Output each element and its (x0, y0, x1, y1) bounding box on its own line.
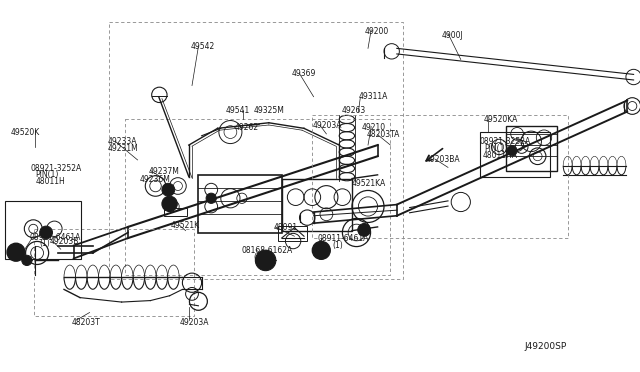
Bar (506, 126, 557, 171)
Text: 49200: 49200 (365, 27, 389, 36)
Circle shape (7, 243, 25, 261)
Text: (2): (2) (253, 253, 264, 262)
Bar (480, 132, 550, 177)
Bar (198, 175, 282, 232)
Text: 49231M: 49231M (108, 144, 138, 153)
Circle shape (507, 145, 517, 156)
Bar (312, 115, 568, 238)
Bar (125, 119, 390, 275)
Text: 49520K: 49520K (10, 128, 40, 137)
Text: 4900J: 4900J (442, 31, 463, 39)
Text: 49541: 49541 (225, 106, 250, 115)
Text: 49521K: 49521K (171, 221, 200, 230)
Text: 08168-6162A: 08168-6162A (242, 246, 293, 255)
Text: 49542: 49542 (191, 42, 215, 51)
Circle shape (162, 196, 177, 212)
Bar (34, 229, 194, 316)
Text: 49236M: 49236M (140, 175, 170, 184)
Text: 08911-6461A: 08911-6461A (29, 232, 81, 241)
Text: 49263: 49263 (342, 106, 366, 115)
Circle shape (358, 224, 371, 236)
Circle shape (22, 255, 32, 266)
Text: 49311A: 49311A (358, 92, 388, 101)
Text: 49203A: 49203A (312, 121, 342, 130)
Text: 49325M: 49325M (254, 106, 285, 115)
Circle shape (206, 193, 216, 203)
Bar (278, 226, 307, 241)
Text: PIN(1): PIN(1) (35, 170, 59, 179)
Text: PIN(1): PIN(1) (484, 144, 508, 153)
Text: 49210: 49210 (362, 123, 386, 132)
Text: 08921-3252A: 08921-3252A (31, 164, 82, 173)
Text: J49200SP: J49200SP (525, 342, 567, 351)
Text: 48091: 48091 (274, 223, 298, 232)
Circle shape (312, 241, 330, 259)
Bar (109, 22, 403, 279)
Text: 49521KA: 49521KA (352, 179, 387, 187)
Text: 49369: 49369 (291, 69, 316, 78)
Text: 08921-3252A: 08921-3252A (480, 137, 531, 146)
Text: 49233A: 49233A (108, 137, 137, 146)
Bar (164, 208, 187, 216)
Text: 49203B: 49203B (49, 237, 79, 246)
Text: 49262: 49262 (234, 123, 259, 132)
Circle shape (255, 250, 276, 271)
Circle shape (162, 183, 175, 196)
Text: 48203TA: 48203TA (367, 130, 400, 139)
Bar (5, 201, 81, 259)
Circle shape (40, 226, 52, 239)
Text: (1): (1) (333, 241, 344, 250)
Bar (282, 179, 352, 231)
Text: 49203A: 49203A (179, 318, 209, 327)
Text: 48203T: 48203T (72, 318, 100, 327)
Text: 49520KA: 49520KA (484, 115, 518, 124)
Text: 48011H: 48011H (35, 177, 65, 186)
Text: N: N (13, 249, 19, 255)
Text: 08911-6461A: 08911-6461A (317, 234, 369, 243)
Text: 49203BA: 49203BA (426, 155, 460, 164)
Text: N: N (318, 247, 324, 253)
Text: (1): (1) (40, 239, 51, 248)
Text: 49237M: 49237M (148, 167, 179, 176)
Text: 48011HA: 48011HA (483, 151, 518, 160)
